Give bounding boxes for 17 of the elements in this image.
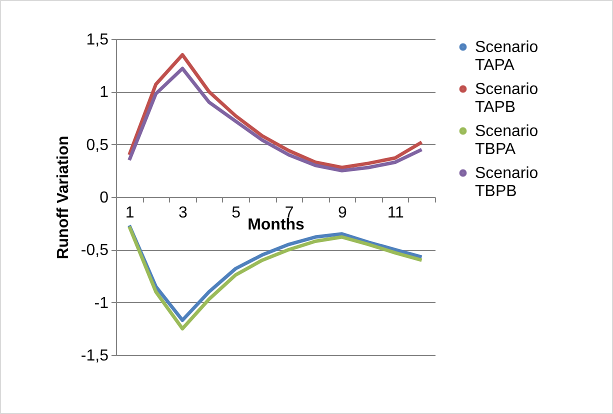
x-tick-label: 11 bbox=[387, 204, 404, 222]
y-tick-label: 1,5 bbox=[86, 32, 109, 48]
y-tick-label: -1,5 bbox=[80, 348, 109, 364]
legend-label: Scenario TAPB bbox=[475, 81, 538, 116]
x-tick-label: 1 bbox=[125, 204, 134, 222]
legend-label: Scenario TBPB bbox=[475, 165, 538, 200]
legend-label: Scenario TAPA bbox=[475, 39, 538, 74]
y-tick-label: 0 bbox=[100, 190, 109, 206]
y-tick-label: -0,5 bbox=[80, 242, 109, 260]
legend-label: Scenario TBPA bbox=[475, 123, 538, 158]
y-tick-label: 1 bbox=[100, 84, 109, 102]
x-tick-label: 3 bbox=[178, 204, 188, 222]
x-tick-label: 5 bbox=[232, 204, 241, 222]
y-tick-label: 0,5 bbox=[86, 136, 109, 154]
x-tick-label: 9 bbox=[338, 204, 348, 222]
y-tick-label: -1 bbox=[94, 294, 109, 312]
y-axis-title: Runoff Variation bbox=[54, 136, 72, 260]
